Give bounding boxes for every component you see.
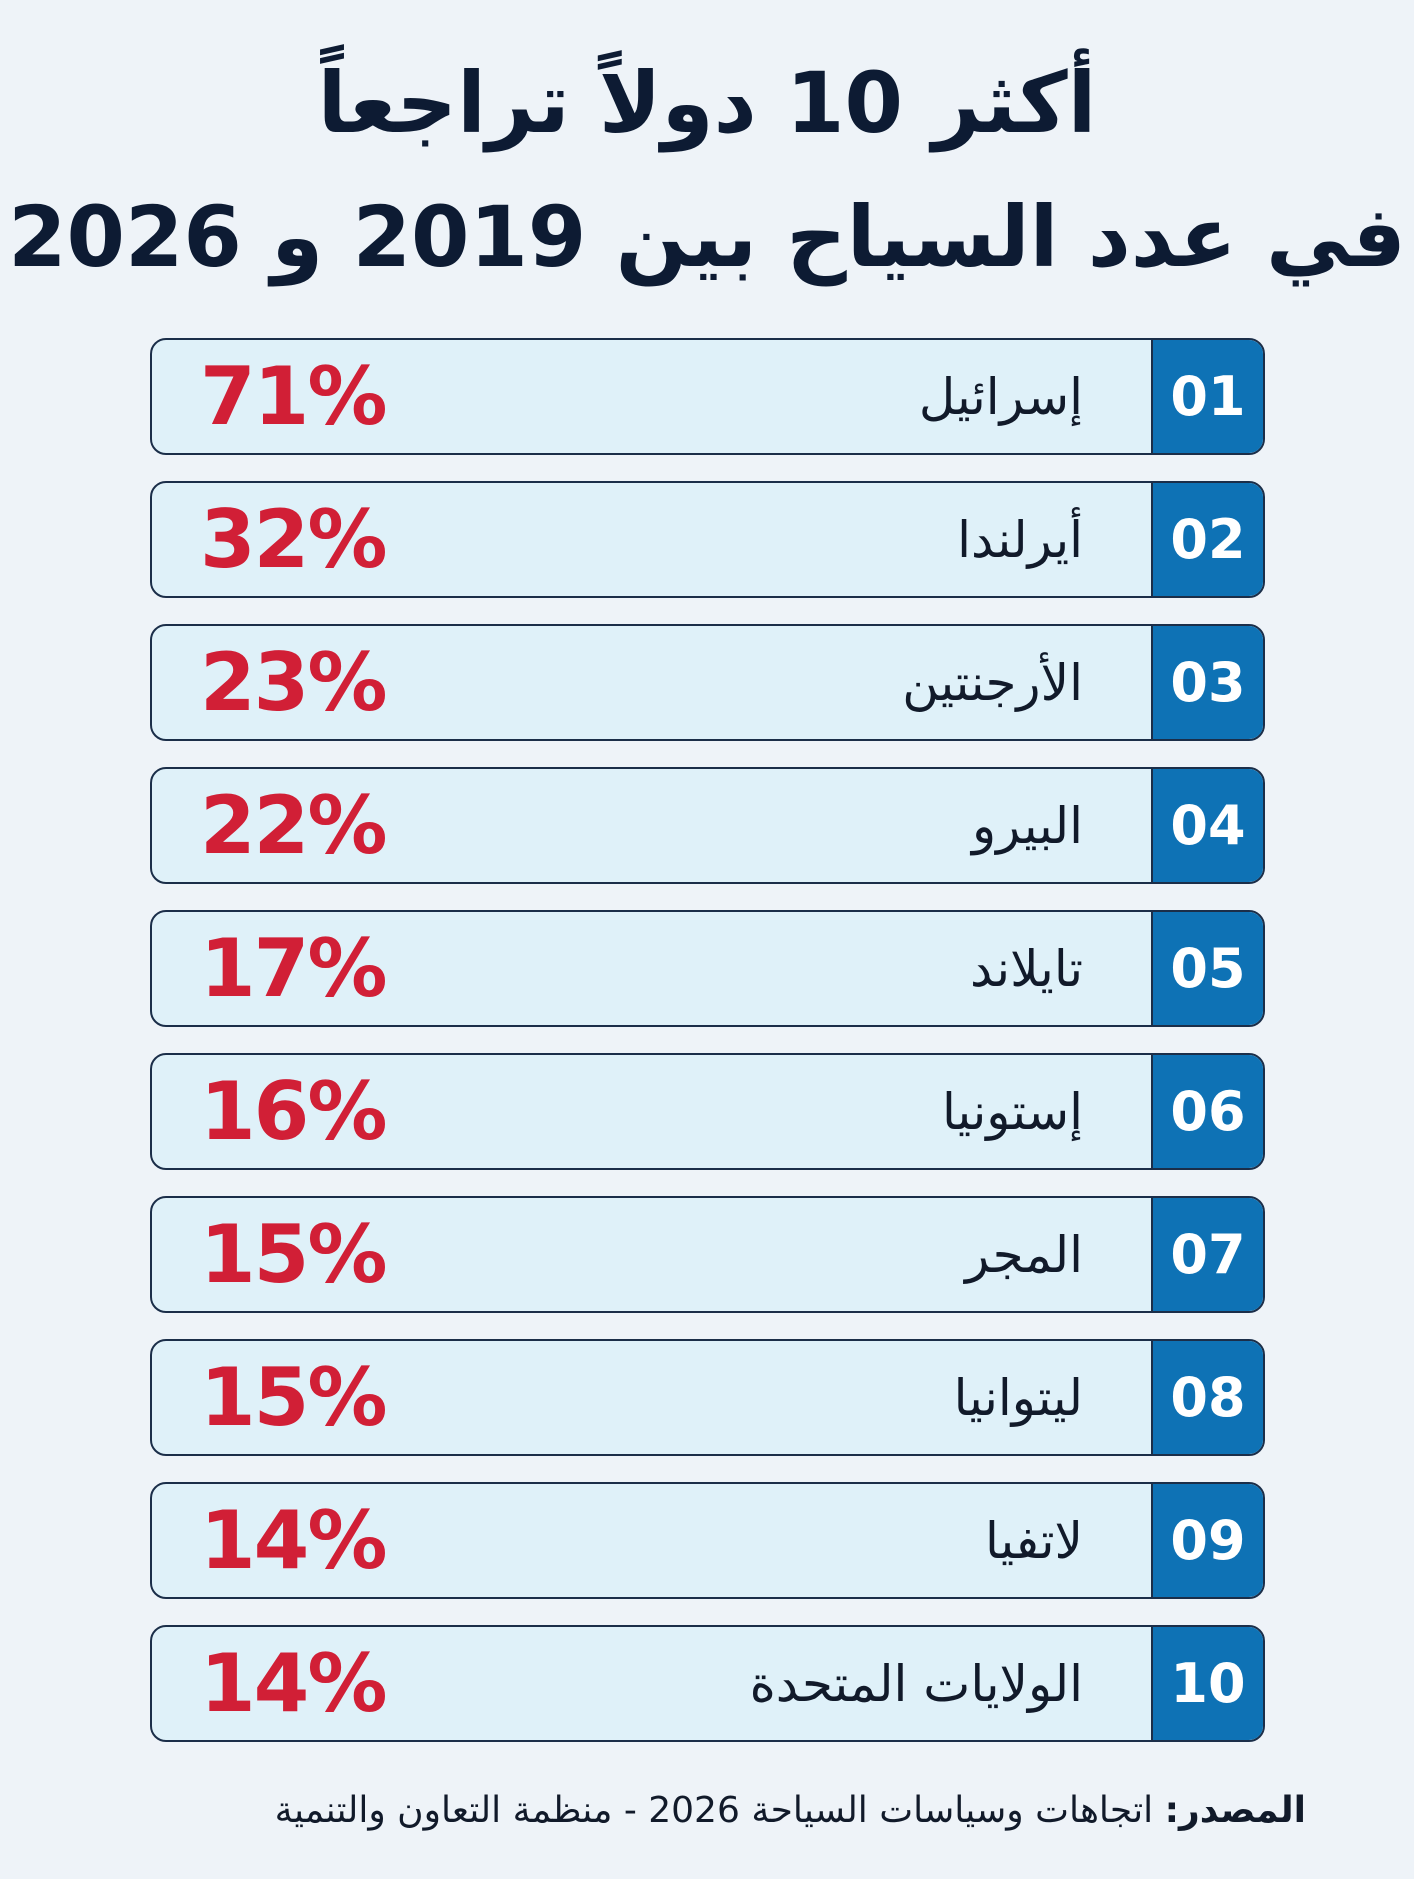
ranking-row: 03 الأرجنتين 23% (150, 624, 1265, 741)
ranking-row: 04 البيرو 22% (150, 767, 1265, 884)
rank-number: 09 (1151, 1484, 1263, 1597)
decline-percent: 15% (200, 1208, 387, 1301)
decline-percent: 14% (200, 1637, 387, 1730)
ranking-row: 05 تايلاند 17% (150, 910, 1265, 1027)
rank-number: 03 (1151, 626, 1263, 739)
country-name: الولايات المتحدة (749, 1654, 1083, 1713)
title-line-2: في عدد السياح بين 2019 و 2026 (8, 188, 1406, 286)
decline-percent: 14% (200, 1494, 387, 1587)
decline-percent: 22% (200, 779, 387, 872)
rank-number: 02 (1151, 483, 1263, 596)
decline-percent: 23% (200, 636, 387, 729)
country-name: البيرو (971, 796, 1083, 855)
source-text: اتجاهات وسياسات السياحة 2026 - منظمة الت… (274, 1790, 1154, 1831)
country-name: إستونيا (942, 1082, 1083, 1141)
country-name: تايلاند (969, 939, 1083, 998)
title-line-1: أكثر 10 دولاً تراجعاً (317, 54, 1097, 152)
ranking-row: 08 ليتوانيا 15% (150, 1339, 1265, 1456)
ranking-row: 01 إسرائيل 71% (150, 338, 1265, 455)
country-name: لاتفيا (984, 1511, 1083, 1570)
rank-number: 10 (1151, 1627, 1263, 1740)
country-name: ليتوانيا (953, 1368, 1083, 1427)
ranking-row: 07 المجر 15% (150, 1196, 1265, 1313)
decline-percent: 32% (200, 493, 387, 586)
rank-number: 07 (1151, 1198, 1263, 1311)
rank-number: 04 (1151, 769, 1263, 882)
rank-number: 05 (1151, 912, 1263, 1025)
ranking-list: 01 إسرائيل 71% 02 أيرلندا 32% 03 الأرجنت… (150, 338, 1265, 1768)
decline-percent: 17% (200, 922, 387, 1015)
ranking-row: 06 إستونيا 16% (150, 1053, 1265, 1170)
source-label: المصدر: (1164, 1790, 1306, 1831)
decline-percent: 15% (200, 1351, 387, 1444)
country-name: أيرلندا (957, 510, 1083, 569)
source-note: المصدر: اتجاهات وسياسات السياحة 2026 - م… (275, 1790, 1306, 1831)
ranking-row: 09 لاتفيا 14% (150, 1482, 1265, 1599)
rank-number: 01 (1151, 340, 1263, 453)
ranking-row: 02 أيرلندا 32% (150, 481, 1265, 598)
decline-percent: 16% (200, 1065, 387, 1158)
ranking-row: 10 الولايات المتحدة 14% (150, 1625, 1265, 1742)
rank-number: 06 (1151, 1055, 1263, 1168)
country-name: إسرائيل (918, 367, 1083, 426)
country-name: المجر (965, 1225, 1083, 1284)
rank-number: 08 (1151, 1341, 1263, 1454)
country-name: الأرجنتين (902, 653, 1083, 712)
decline-percent: 71% (200, 350, 387, 443)
